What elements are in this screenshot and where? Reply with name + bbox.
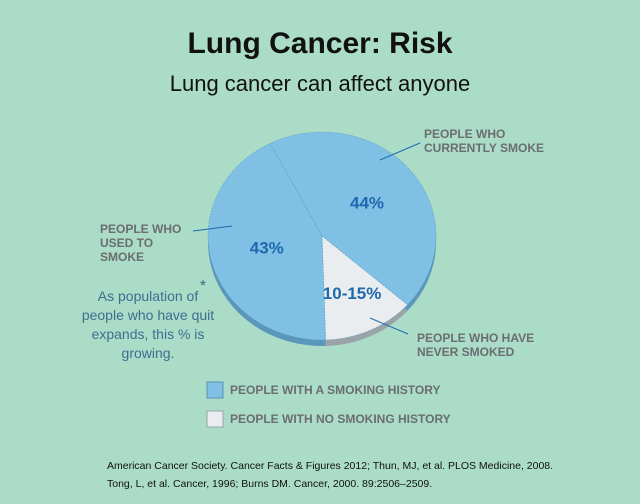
- pointer-line: [379, 142, 421, 161]
- chart-title: Lung Cancer: Risk: [187, 27, 452, 60]
- slice: [207, 142, 326, 341]
- category-label: PEOPLE WHO HAVE NEVER SMOKED: [417, 331, 535, 359]
- annotation-marker: *: [200, 278, 206, 295]
- legend-swatch: [206, 410, 224, 428]
- pie: 44% 10-15% 43%: [207, 131, 437, 346]
- source: Tong, L, et al. Cancer, 1996; Burns DM. …: [107, 478, 432, 490]
- category-label: PEOPLE WHO CURRENTLY SMOKE: [424, 127, 545, 155]
- pointer-line: [369, 317, 409, 335]
- source: American Cancer Society. Cancer Facts & …: [107, 460, 553, 472]
- legend-label: PEOPLE WITH A SMOKING HISTORY: [230, 383, 440, 397]
- value-label: 10-15%: [323, 284, 382, 303]
- slice: [321, 235, 408, 341]
- slice: [269, 131, 437, 306]
- legend-label: PEOPLE WITH NO SMOKING HISTORY: [230, 412, 451, 426]
- chart-subtitle: Lung cancer can affect anyone: [170, 71, 470, 96]
- value-label: 43%: [250, 238, 284, 257]
- legend-swatch: [206, 381, 224, 399]
- category-label: PEOPLE WHO USED TO SMOKE: [100, 222, 182, 264]
- value-label: 44%: [350, 194, 384, 213]
- pointer-line: [192, 225, 233, 232]
- annotation: As population of people who have quit ex…: [81, 288, 215, 361]
